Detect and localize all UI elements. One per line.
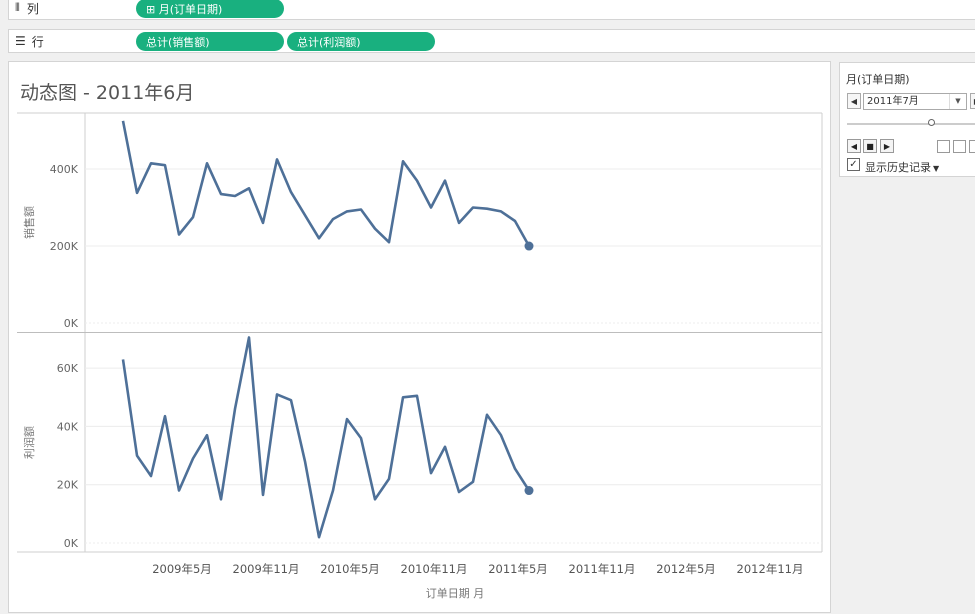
- sum-sales-pill[interactable]: 总计(销售额): [136, 32, 284, 51]
- previous-arrow-icon[interactable]: ◀: [847, 93, 861, 109]
- history-dropdown-icon[interactable]: ▼: [933, 164, 940, 173]
- y-tick-label: 40K: [57, 420, 79, 433]
- stop-icon[interactable]: ■: [863, 139, 877, 153]
- x-tick-label: 2011年5月: [488, 562, 548, 576]
- rows-shelf: ☰ 行 总计(销售额) 总计(利润额): [8, 29, 975, 53]
- next-arrow-icon[interactable]: ▶: [970, 93, 975, 109]
- chart-title: 动态图 - 2011年6月: [20, 82, 195, 104]
- columns-icon: ⦀: [15, 1, 21, 14]
- y-axis-title: 销售额: [22, 206, 36, 239]
- speed-medium-icon[interactable]: [953, 140, 966, 153]
- current-point-sales: [524, 241, 534, 251]
- y-tick-label: 0K: [64, 317, 79, 330]
- rows-icon: ☰: [15, 34, 26, 48]
- month-filter-panel: 月(订单日期) ◀ 2011年7月 ▼ ▶ ◀ ■ ▶ ✓ 显示历史记录▼: [839, 62, 975, 177]
- dropdown-caret-icon: ▼: [949, 94, 966, 109]
- speed-fast-icon[interactable]: [969, 140, 975, 153]
- month-order-date-pill[interactable]: ⊞ 月(订单日期): [136, 0, 284, 18]
- y-tick-label: 200K: [50, 240, 79, 253]
- speed-slow-icon[interactable]: [937, 140, 950, 153]
- x-tick-label: 2012年5月: [656, 562, 716, 576]
- month-slider-track[interactable]: [847, 123, 975, 125]
- month-slider-thumb[interactable]: [927, 119, 935, 126]
- y-tick-label: 400K: [50, 163, 79, 176]
- x-tick-label: 2009年5月: [152, 562, 212, 576]
- x-tick-label: 2010年5月: [320, 562, 380, 576]
- series-line-profit: [121, 336, 531, 539]
- chart-svg: 0K 200K 400K 销售额 0K 20K 40K 60K 利润额 2009年5月 2009年1…: [17, 112, 823, 600]
- y-tick-label: 0K: [64, 537, 79, 550]
- columns-shelf-label: ⦀ 列: [15, 1, 39, 16]
- chart-view: 动态图 - 2011年6月 0K 200K 400K 销售额 0K 20K 40K 60K 利润…: [8, 61, 831, 613]
- x-tick-label: 2012年11月: [737, 562, 804, 576]
- show-history-checkbox[interactable]: ✓: [847, 158, 860, 171]
- step-back-icon[interactable]: ◀: [847, 139, 861, 153]
- columns-shelf: ⦀ 列 ⊞ 月(订单日期): [8, 0, 975, 20]
- y-tick-label: 60K: [57, 362, 79, 375]
- series-line-sales: [121, 120, 531, 247]
- y-axis-title: 利润额: [22, 426, 36, 459]
- x-tick-label: 2009年11月: [233, 562, 300, 576]
- x-axis-title: 订单日期 月: [426, 587, 485, 600]
- x-tick-label: 2010年11月: [401, 562, 468, 576]
- x-tick-label: 2011年11月: [569, 562, 636, 576]
- month-select[interactable]: 2011年7月 ▼: [863, 93, 967, 110]
- play-icon[interactable]: ▶: [880, 139, 894, 153]
- rows-shelf-label: ☰ 行: [15, 34, 44, 49]
- y-tick-label: 20K: [57, 479, 79, 492]
- show-history-label[interactable]: 显示历史记录 ▼: [865, 161, 940, 174]
- filter-title: 月(订单日期): [846, 73, 910, 86]
- current-point-profit: [524, 486, 534, 496]
- sum-profit-pill[interactable]: 总计(利润额): [287, 32, 435, 51]
